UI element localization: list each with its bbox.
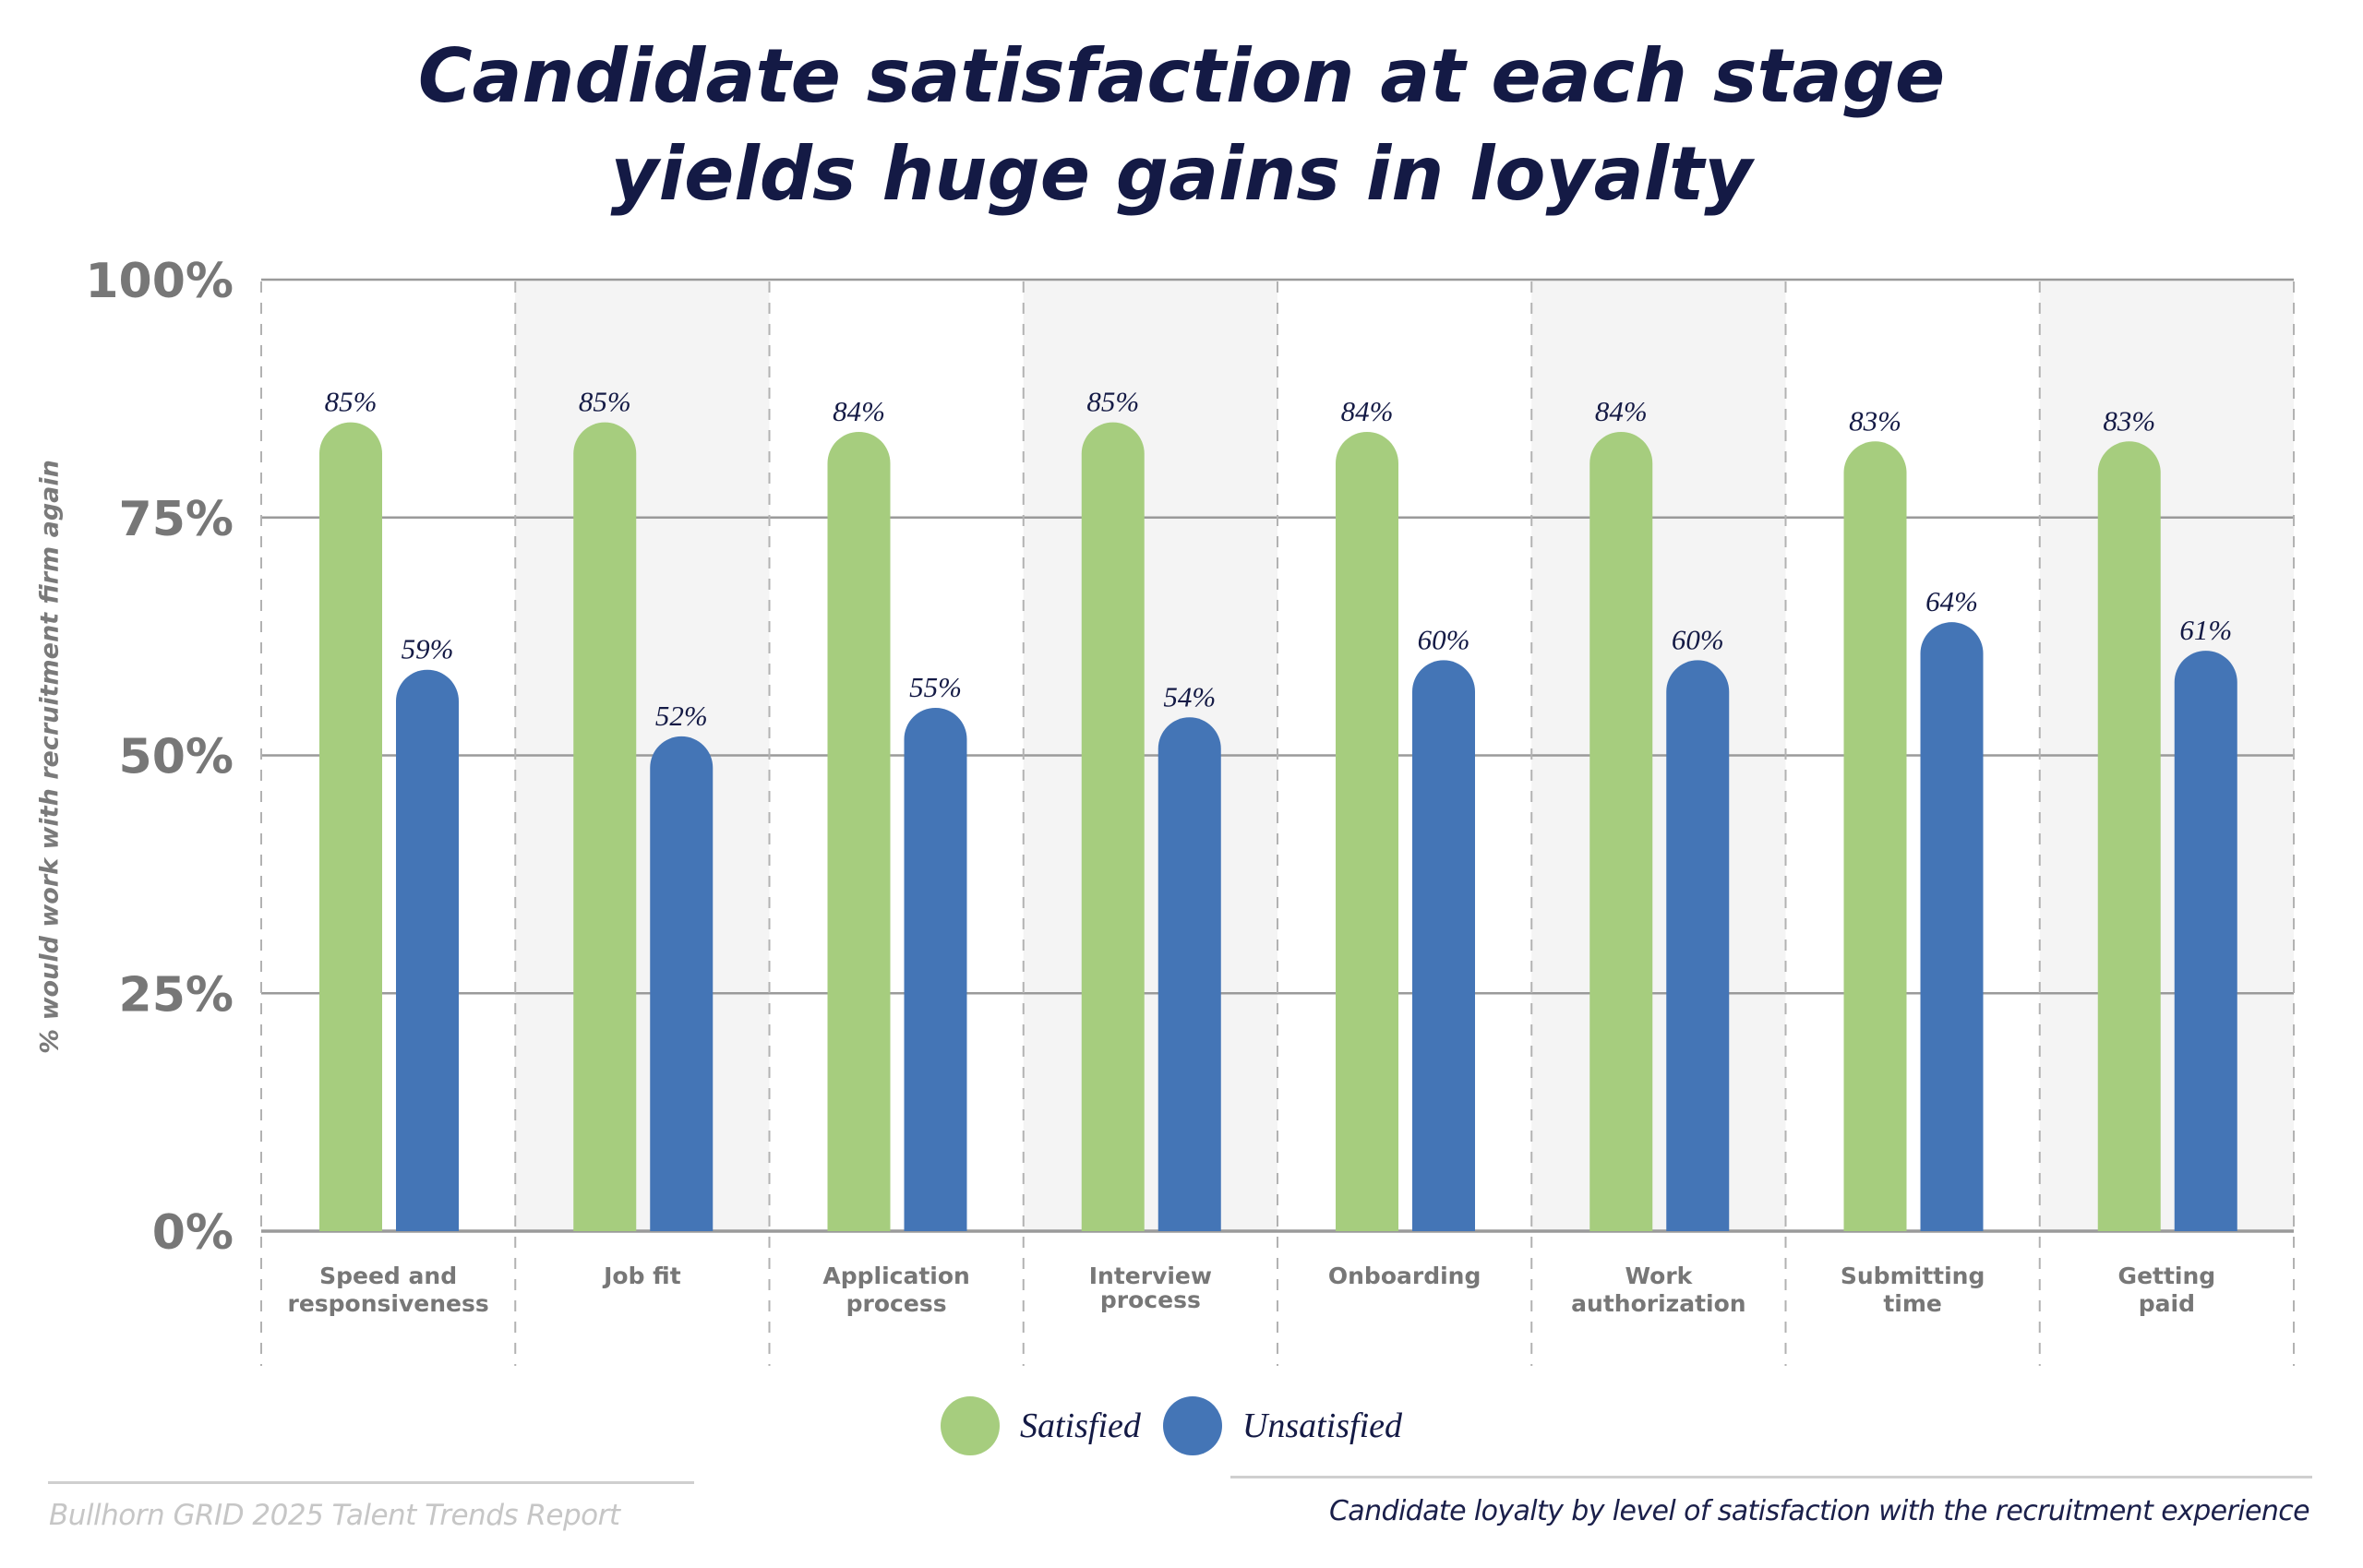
legend-label-unsatisfied: Unsatisfied	[1241, 1406, 1403, 1445]
bar-unsatisfied	[904, 707, 967, 1231]
chart-title-line-2: yields huge gains in loyalty	[610, 131, 1753, 217]
value-label-unsatisfied: 61%	[2179, 614, 2232, 646]
y-tick-label: 0%	[152, 1205, 234, 1261]
column-dividers	[260, 281, 2295, 1366]
value-labels: 85% 85% 84% 85% 84% 84% 83% 83% 59% 52% 55% 54% 60% 6…	[325, 386, 2233, 732]
y-tick-label: 25%	[119, 967, 234, 1023]
y-tick-label: 50%	[119, 730, 234, 785]
value-label-satisfied: 83%	[2103, 404, 2155, 437]
bar-satisfied	[1081, 422, 1145, 1231]
y-tick-labels: 0% 25% 50% 75% 100%	[85, 254, 234, 1261]
value-label-satisfied: 83%	[1849, 404, 1901, 437]
x-tick-label: Interview process	[1089, 1263, 1212, 1313]
bar-unsatisfied	[2174, 651, 2237, 1231]
chart-caption: Candidate loyalty by level of satisfacti…	[1328, 1495, 2310, 1527]
value-label-satisfied: 85%	[325, 386, 378, 418]
x-tick-label-line: Interview	[1089, 1263, 1212, 1289]
legend-item-satisfied: Satisfied	[941, 1396, 1141, 1455]
x-tick-label: Job fit	[602, 1263, 681, 1289]
bar-satisfied	[573, 422, 637, 1231]
x-tick-label-line: process	[1100, 1287, 1201, 1313]
bar-satisfied	[2097, 441, 2161, 1232]
x-tick-label-line: Work	[1625, 1263, 1693, 1289]
legend-item-unsatisfied: Unsatisfied	[1162, 1396, 1403, 1455]
x-tick-label-line: process	[846, 1290, 947, 1317]
value-label-satisfied: 85%	[579, 386, 631, 418]
value-label-satisfied: 84%	[1341, 395, 1394, 427]
footer-right-divider	[1230, 1476, 2312, 1478]
bar-unsatisfied	[650, 736, 714, 1231]
y-tick-label: 100%	[85, 254, 234, 309]
footer-left-divider	[48, 1481, 694, 1484]
value-label-unsatisfied: 54%	[1163, 680, 1216, 712]
x-tick-label-line: Speed and	[319, 1263, 457, 1289]
x-tick-label-line: Getting	[2118, 1263, 2216, 1289]
value-label-unsatisfied: 60%	[1672, 623, 1724, 655]
x-tick-label: Submitting time	[1841, 1263, 1985, 1317]
x-tick-label: Onboarding	[1328, 1263, 1481, 1289]
value-label-unsatisfied: 55%	[909, 671, 962, 703]
bar-satisfied	[827, 431, 891, 1232]
x-tick-label-line: authorization	[1571, 1290, 1745, 1317]
value-label-unsatisfied: 64%	[1925, 585, 1978, 617]
bar-satisfied	[1589, 431, 1653, 1232]
source-note: Bullhorn GRID 2025 Talent Trends Report	[49, 1499, 620, 1532]
bar-unsatisfied	[396, 669, 459, 1231]
legend-swatch-satisfied	[941, 1396, 1000, 1455]
x-tick-label: Getting paid	[2118, 1263, 2216, 1317]
bar-unsatisfied	[1666, 660, 1730, 1231]
x-tick-label-line: time	[1883, 1290, 1942, 1317]
y-axis-title: % would work with recruitment firm again	[35, 460, 65, 1054]
bar-unsatisfied	[1412, 660, 1475, 1231]
x-tick-label-line: Onboarding	[1328, 1263, 1481, 1289]
legend-label-satisfied: Satisfied	[1020, 1406, 1141, 1445]
x-tick-label: Speed and responsiveness	[288, 1263, 489, 1317]
bars	[319, 422, 2237, 1232]
bar-unsatisfied	[1920, 622, 1984, 1231]
value-label-satisfied: 85%	[1086, 386, 1139, 418]
value-label-unsatisfied: 60%	[1418, 623, 1470, 655]
x-tick-label-line: Submitting	[1841, 1263, 1985, 1289]
x-tick-label-line: responsiveness	[288, 1290, 489, 1317]
x-tick-label-line: Application	[822, 1263, 969, 1289]
value-label-satisfied: 84%	[833, 395, 885, 427]
x-tick-label-line: paid	[2139, 1290, 2195, 1317]
legend: Satisfied Unsatisfied	[941, 1396, 1424, 1455]
bar-satisfied	[1336, 431, 1398, 1232]
chart-title-line-1: Candidate satisfaction at each stage	[417, 33, 1946, 119]
x-tick-labels: Speed and responsiveness Job fit Applicatio…	[288, 1263, 2216, 1317]
x-tick-label: Application process	[822, 1263, 969, 1317]
legend-swatch-unsatisfied	[1162, 1396, 1222, 1455]
x-tick-label-line: Job fit	[602, 1263, 681, 1289]
x-tick-label: Work authorization	[1571, 1263, 1745, 1317]
value-label-unsatisfied: 59%	[402, 633, 454, 665]
chart-title: Candidate satisfaction at each stage yie…	[0, 28, 2363, 223]
bar-satisfied	[1843, 441, 1907, 1232]
bar-satisfied	[319, 422, 382, 1231]
bar-unsatisfied	[1158, 717, 1221, 1231]
value-label-unsatisfied: 52%	[655, 700, 708, 732]
value-label-satisfied: 84%	[1595, 395, 1648, 427]
y-tick-label: 75%	[119, 492, 234, 547]
